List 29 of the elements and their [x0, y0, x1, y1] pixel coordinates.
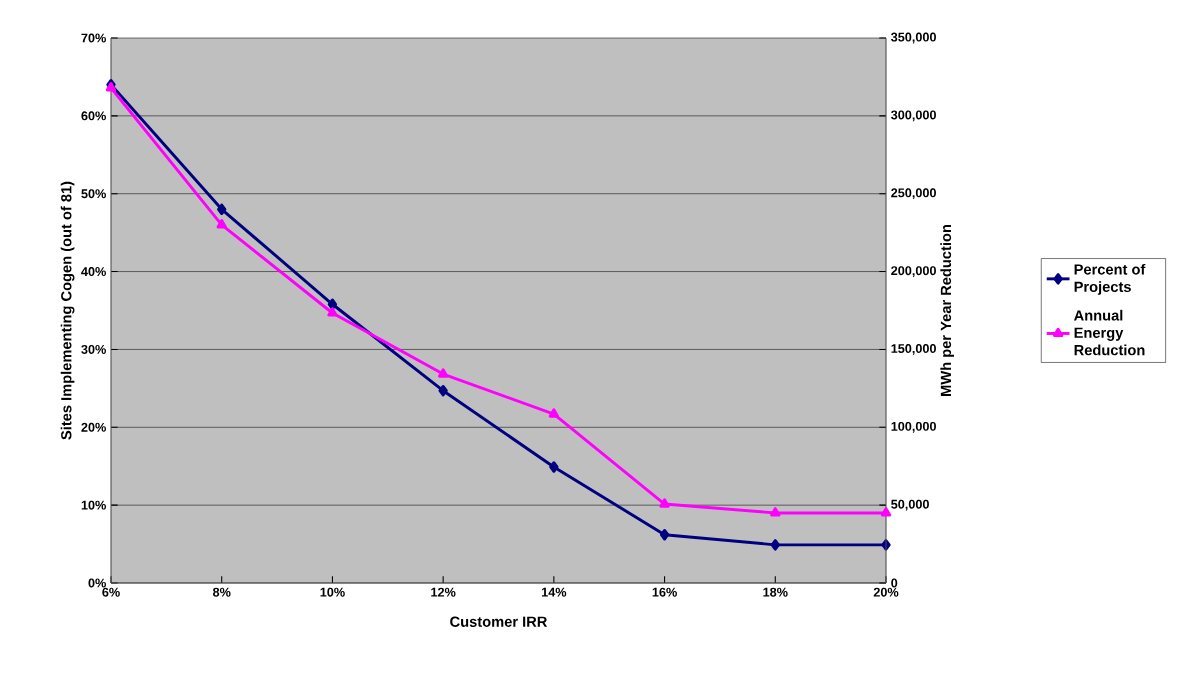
x-tick-label: 8%: [212, 587, 231, 597]
x-tick-label: 16%: [652, 587, 677, 597]
x-tick-label: 18%: [763, 587, 788, 597]
y-tick-label: 10%: [81, 500, 106, 510]
x-tick-label: 6%: [102, 587, 120, 597]
y-tick-label: 30%: [81, 344, 106, 354]
y2-tick-label: 200,000: [891, 266, 936, 277]
y2-tick-label: 350,000: [891, 32, 936, 44]
x-tick-label: 10%: [320, 587, 345, 597]
y2-tick-label: 50,000: [891, 499, 929, 511]
y2-tick-label: 0: [891, 578, 898, 588]
y-tick-label: 70%: [81, 33, 106, 43]
y-tick-label: 20%: [81, 422, 106, 432]
legend-label: Annual Energy Reduction: [1073, 309, 1145, 356]
x-tick-label: 14%: [541, 587, 567, 597]
y2-tick-label: 300,000: [891, 110, 936, 122]
y-tick-label: 60%: [81, 111, 106, 121]
y2-tick-label: 100,000: [891, 421, 936, 433]
y2-tick-label: 250,000: [891, 188, 936, 200]
y2-axis-title: MWh per Year Reduction: [940, 225, 954, 396]
x-tick-label: 20%: [873, 587, 899, 597]
legend-label: Percent of Projects: [1074, 263, 1146, 295]
y-tick-label: 40%: [81, 267, 106, 277]
y-tick-label: 50%: [81, 189, 106, 199]
x-tick-label: 12%: [431, 587, 456, 597]
y2-tick-label: 150,000: [891, 344, 936, 355]
x-axis-title: Customer IRR: [450, 616, 548, 627]
y-tick-label: 0%: [88, 578, 106, 588]
y-axis-title: Sites Implementing Cogen (out of 81): [60, 181, 75, 440]
